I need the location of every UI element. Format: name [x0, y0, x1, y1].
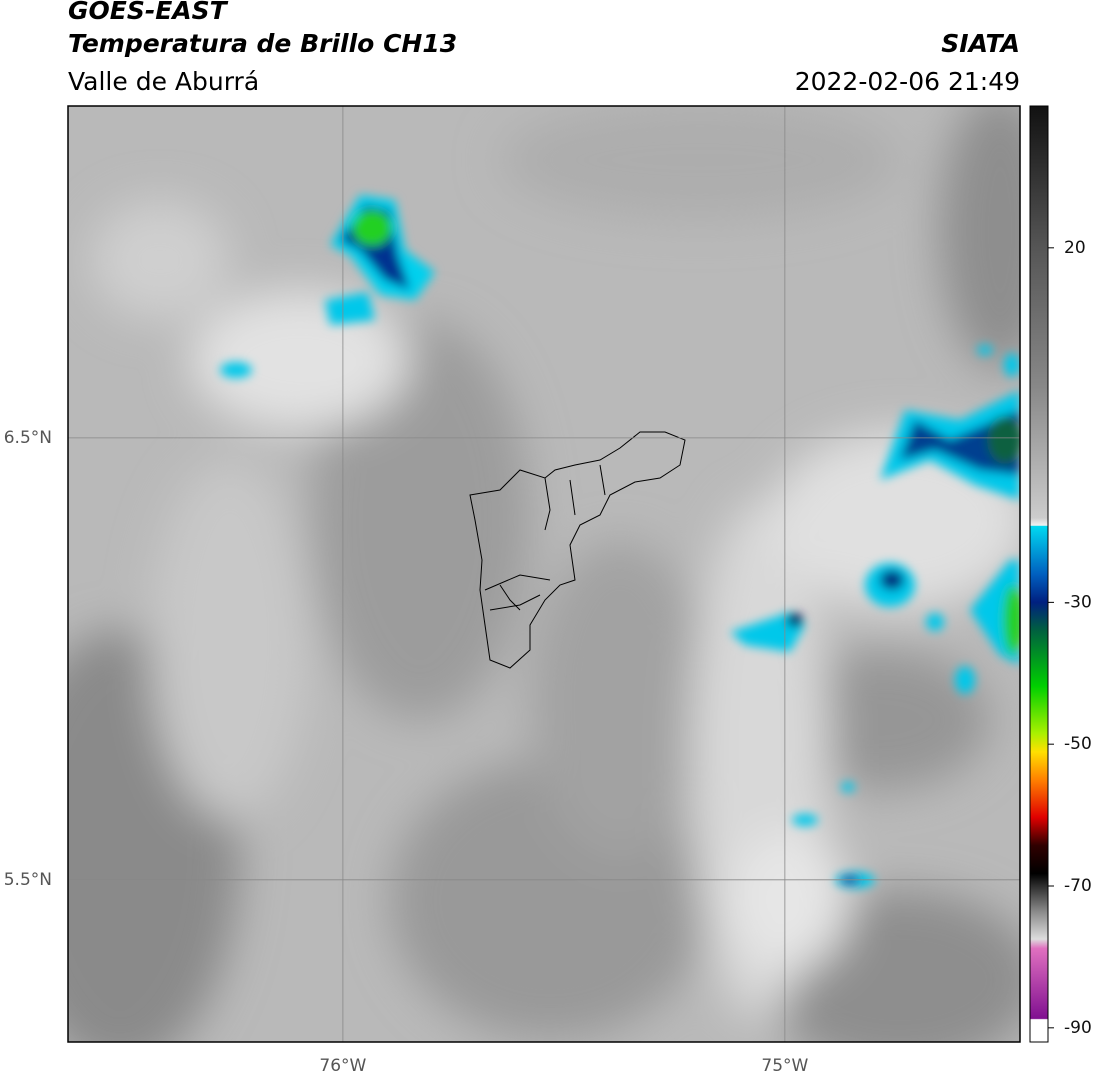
x-tick-label: 76°W [319, 1056, 366, 1076]
grid [68, 106, 1020, 1042]
colorbar-tick-label: 20 [1064, 238, 1086, 258]
title: GOES-EAST [68, 0, 229, 25]
datetime: 2022-02-06 21:49 [795, 67, 1020, 96]
colorbar-tick-label: -90 [1064, 1018, 1092, 1038]
y-tick-label: 5.5°N [4, 870, 52, 890]
satellite-image [68, 106, 1020, 1042]
x-tick-label: 75°W [761, 1056, 808, 1076]
colorbar-tick-label: -30 [1064, 592, 1092, 612]
y-tick-label: 6.5°N [4, 428, 52, 448]
colorbar [1029, 105, 1049, 1043]
map-frame [67, 105, 1021, 1043]
region: Valle de Aburrá [68, 67, 259, 96]
colorbar-tick-label: -70 [1064, 876, 1092, 896]
colorbar-tick-label: -50 [1064, 734, 1092, 754]
source: SIATA [941, 29, 1020, 58]
municipality-boundaries [469, 431, 686, 669]
subtitle: Temperatura de Brillo CH13 [68, 29, 457, 58]
